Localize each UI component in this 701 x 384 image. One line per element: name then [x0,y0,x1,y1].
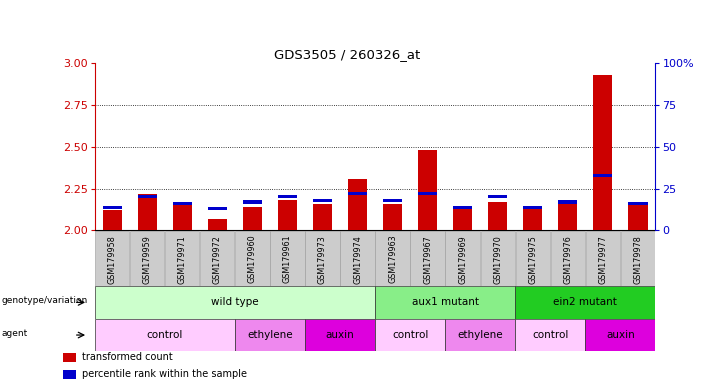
Bar [172,202,192,205]
Bar [271,231,305,286]
Bar [137,194,157,230]
Bar [383,199,402,202]
Bar [488,202,508,230]
Bar [95,319,235,351]
Bar [236,231,270,286]
Text: auxin: auxin [325,330,355,340]
Bar [558,202,578,230]
Bar [278,195,297,199]
Text: GSM179974: GSM179974 [353,235,362,284]
Text: ein2 mutant: ein2 mutant [553,297,618,308]
Bar [446,231,480,286]
Bar [558,200,578,204]
Text: wild type: wild type [211,297,259,308]
Text: control: control [147,330,183,340]
Bar [418,192,437,195]
Bar [165,231,200,286]
Bar [628,205,648,230]
Text: agent: agent [2,329,28,338]
Bar [628,202,648,205]
Bar [348,179,367,230]
Bar [306,231,340,286]
Bar [621,231,655,286]
Bar [523,205,543,209]
Text: GSM179960: GSM179960 [248,235,257,283]
Bar [523,207,543,230]
Text: GSM179972: GSM179972 [213,235,222,284]
Text: GSM179969: GSM179969 [458,235,467,284]
Text: GSM179971: GSM179971 [178,235,186,284]
Text: aux1 mutant: aux1 mutant [411,297,479,308]
Bar [102,210,122,230]
Bar [593,75,613,230]
Bar [243,200,262,204]
Bar [341,231,375,286]
Text: GSM179970: GSM179970 [494,235,502,284]
Bar [375,319,445,351]
Bar [207,207,227,210]
Bar [488,195,508,199]
Bar [207,219,227,230]
Bar [516,231,550,286]
Bar [586,231,620,286]
Bar [313,199,332,202]
Text: GSM179978: GSM179978 [634,235,642,284]
Text: GSM179959: GSM179959 [143,235,151,284]
Bar [305,319,375,351]
Bar [515,286,655,319]
Text: control: control [532,330,569,340]
Bar [95,286,375,319]
Text: GSM179961: GSM179961 [283,235,292,283]
Bar [453,207,472,230]
Text: GSM179977: GSM179977 [599,235,607,284]
Bar [411,231,445,286]
Bar [243,207,262,230]
Bar [585,319,655,351]
Text: ethylene: ethylene [457,330,503,340]
Bar [515,319,585,351]
Bar [63,370,76,379]
Bar [418,150,437,230]
Bar [63,353,76,362]
Text: control: control [392,330,428,340]
Bar [481,231,515,286]
Bar [130,231,164,286]
Bar [235,319,305,351]
Bar [376,231,409,286]
Bar [593,174,613,177]
Text: GSM179958: GSM179958 [108,235,116,284]
Text: GSM179967: GSM179967 [423,235,432,284]
Text: GSM179975: GSM179975 [529,235,537,284]
Text: transformed count: transformed count [82,352,172,362]
Text: ethylene: ethylene [247,330,293,340]
Bar [172,205,192,230]
Bar [383,204,402,230]
Bar [348,192,367,195]
Bar [278,200,297,230]
Bar [375,286,515,319]
Bar [95,231,129,286]
Title: GDS3505 / 260326_at: GDS3505 / 260326_at [274,48,420,61]
Bar [200,231,234,286]
Bar [445,319,515,351]
Bar [137,195,157,199]
Bar [313,204,332,230]
Text: GSM179976: GSM179976 [564,235,572,284]
Text: GSM179963: GSM179963 [388,235,397,283]
Bar [102,205,122,209]
Bar [551,231,585,286]
Bar [453,205,472,209]
Text: genotype/variation: genotype/variation [2,296,88,305]
Text: percentile rank within the sample: percentile rank within the sample [82,369,247,379]
Text: GSM179973: GSM179973 [318,235,327,284]
Text: auxin: auxin [606,330,635,340]
